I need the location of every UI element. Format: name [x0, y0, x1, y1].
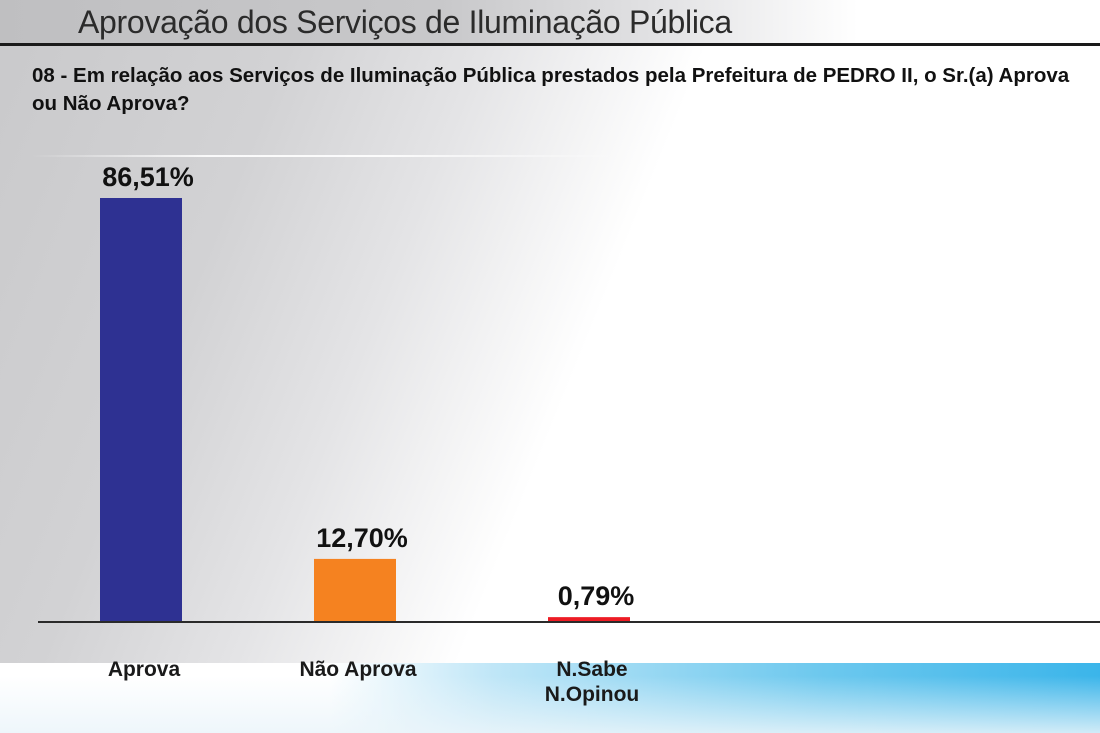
chart-question: 08 - Em relação aos Serviços de Iluminaç… — [32, 64, 1070, 115]
value-label-2: 0,79% — [558, 581, 635, 611]
value-label-1: 12,70% — [316, 523, 408, 553]
category-label-0: Aprova — [108, 658, 181, 681]
category-label-2: N.Sabe N.Opinou — [545, 658, 639, 706]
decorative-floor-fade — [0, 676, 1100, 733]
bar-1 — [314, 558, 396, 621]
decorative-shine — [30, 155, 630, 157]
category-label-1: Não Aprova — [299, 658, 416, 681]
value-label-0: 86,51% — [102, 162, 194, 192]
x-axis-baseline — [38, 621, 1100, 623]
bar-2 — [548, 617, 630, 621]
title-bar — [0, 0, 1100, 46]
bar-0 — [100, 198, 182, 621]
chart-title: Aprovação dos Serviços de Iluminação Púb… — [78, 4, 732, 40]
